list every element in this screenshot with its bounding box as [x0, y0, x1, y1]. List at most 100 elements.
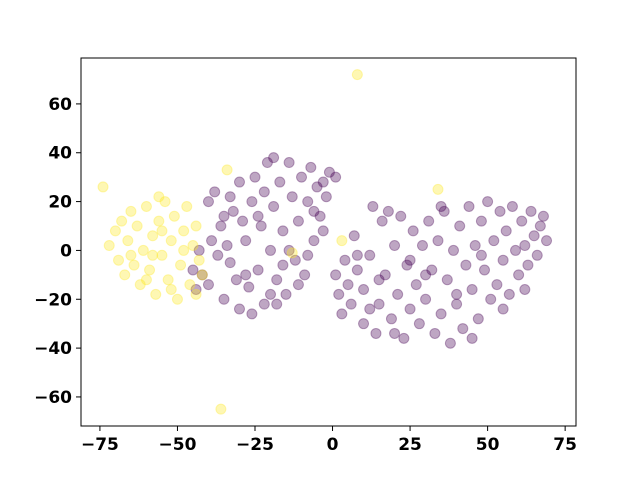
point: [125, 205, 137, 217]
point: [373, 298, 385, 310]
point: [252, 264, 264, 276]
point: [438, 205, 450, 217]
point: [140, 274, 152, 286]
point: [258, 186, 270, 198]
point: [435, 308, 447, 320]
axes-frame: [80, 57, 577, 427]
point: [125, 249, 137, 261]
point: [382, 205, 394, 217]
point: [488, 235, 500, 247]
point: [358, 283, 370, 295]
point: [119, 269, 131, 281]
point: [376, 215, 388, 227]
point: [522, 259, 534, 271]
point: [187, 240, 199, 252]
point: [497, 303, 509, 315]
point: [193, 244, 205, 256]
point: [302, 196, 314, 208]
point: [441, 274, 453, 286]
point: [156, 249, 168, 261]
point: [292, 215, 304, 227]
point: [528, 230, 540, 242]
point: [283, 157, 295, 169]
point: [451, 298, 463, 310]
point: [140, 200, 152, 212]
point: [432, 235, 444, 247]
point: [519, 283, 531, 295]
point: [311, 181, 323, 193]
point: [485, 293, 497, 305]
point: [336, 308, 348, 320]
point: [320, 191, 332, 203]
point: [128, 259, 140, 271]
point: [221, 164, 233, 176]
point: [113, 254, 125, 266]
point: [525, 205, 537, 217]
point: [109, 225, 121, 237]
point: [240, 235, 252, 247]
point: [147, 230, 159, 242]
point: [286, 191, 298, 203]
x-tick-label: −75: [81, 435, 119, 455]
point: [286, 247, 298, 259]
point: [404, 303, 416, 315]
point: [367, 200, 379, 212]
point: [404, 254, 416, 266]
point: [178, 244, 190, 256]
point: [330, 269, 342, 281]
point: [513, 269, 525, 281]
point: [500, 225, 512, 237]
point: [144, 264, 156, 276]
point: [457, 323, 469, 335]
point: [444, 337, 456, 349]
point: [190, 220, 202, 232]
point: [348, 230, 360, 242]
point: [249, 171, 261, 183]
point: [187, 264, 199, 276]
point: [305, 161, 317, 173]
point: [196, 269, 208, 281]
point: [398, 332, 410, 344]
point: [392, 288, 404, 300]
point: [215, 220, 227, 232]
point: [131, 220, 143, 232]
point: [389, 240, 401, 252]
point: [333, 288, 345, 300]
point: [289, 254, 301, 266]
point: [277, 225, 289, 237]
point: [460, 259, 472, 271]
point: [181, 200, 193, 212]
point: [516, 215, 528, 227]
point: [358, 318, 370, 330]
point: [385, 313, 397, 325]
point: [233, 303, 245, 315]
point: [345, 298, 357, 310]
point: [475, 215, 487, 227]
point: [171, 293, 183, 305]
point: [159, 196, 171, 208]
point: [97, 181, 109, 193]
point: [323, 166, 335, 178]
point: [168, 210, 180, 222]
point: [268, 152, 280, 164]
point: [150, 288, 162, 300]
point: [370, 327, 382, 339]
point: [531, 249, 543, 261]
point: [420, 269, 432, 281]
point: [314, 210, 326, 222]
point: [193, 254, 205, 266]
point: [416, 240, 428, 252]
y-tick-label: 40: [48, 144, 72, 164]
point: [351, 69, 363, 81]
point: [472, 313, 484, 325]
point: [221, 240, 233, 252]
point: [153, 191, 165, 203]
point: [218, 210, 230, 222]
point: [466, 283, 478, 295]
point: [165, 235, 177, 247]
point: [116, 215, 128, 227]
point: [292, 279, 304, 291]
point: [469, 240, 481, 252]
